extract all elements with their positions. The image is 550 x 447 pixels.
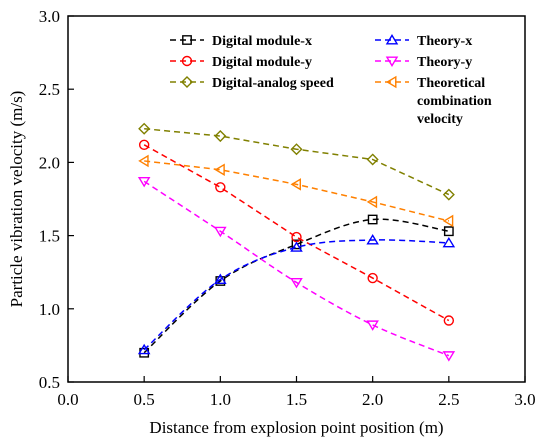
data-point [443, 315, 455, 326]
legend-label: Theoretical [417, 76, 485, 91]
data-point [367, 214, 378, 225]
x-tick-label: 2.5 [438, 390, 459, 409]
series-layer [137, 122, 456, 362]
data-point [442, 351, 456, 362]
x-axis-title: Distance from explosion point position (… [149, 418, 443, 437]
legend-marker [385, 56, 399, 67]
legend-marker [180, 75, 194, 89]
data-point [442, 236, 456, 248]
y-axis-title-group: Particle vibration velocity (m/s) [7, 91, 26, 308]
plot-frame [67, 15, 526, 383]
legend-entry: Theoretical combination velocity [375, 75, 492, 127]
legend-label: velocity [417, 112, 463, 127]
legend-label: combination [417, 94, 492, 109]
series-line [143, 218, 449, 354]
series-line [143, 180, 450, 357]
data-point [366, 234, 379, 245]
legend-entry: Theory-x [375, 34, 472, 49]
y-tick-label: 2.5 [39, 80, 60, 99]
x-tick-label: 1.0 [210, 390, 231, 409]
x-tick-label: 3.0 [514, 390, 535, 409]
data-point [290, 241, 303, 252]
legend-marker [386, 75, 397, 89]
y-tick-label: 2.0 [39, 153, 60, 172]
data-point [443, 226, 454, 237]
series-digital-analog-speed [138, 122, 455, 201]
series-line [144, 160, 450, 222]
data-point [366, 320, 379, 331]
legend-label: Digital-analog speed [212, 76, 334, 91]
legend-entry: Digital-analog speed [170, 75, 334, 91]
series-theory-x [137, 234, 456, 355]
series-digital-module-y [138, 139, 455, 326]
legend-entry: Digital module-x [170, 34, 312, 49]
series-theoretical-combination-velocity [138, 154, 454, 228]
legend-marker [181, 55, 193, 67]
data-point [290, 178, 301, 191]
legend-entry: Theory-y [375, 55, 472, 70]
legend-label: Theory-y [417, 55, 472, 70]
axis-ticks: 0.0 0.5 1.0 1.5 2.0 2.5 3.00.51.01.52.02.53.0 [39, 7, 536, 409]
data-point [290, 143, 303, 156]
x-tick-label: 1.5 [286, 390, 307, 409]
data-point [366, 195, 378, 209]
data-point [138, 122, 151, 135]
series-line [144, 127, 450, 196]
data-point [214, 163, 225, 176]
data-point [138, 139, 150, 151]
data-point [214, 130, 227, 143]
legend-entry: Digital module-y [170, 55, 312, 70]
legend-marker [385, 34, 399, 45]
data-point [137, 343, 151, 355]
data-point [442, 188, 455, 201]
data-point [366, 153, 379, 166]
legend-label: Digital module-y [212, 55, 312, 70]
series-line [143, 239, 449, 351]
x-tick-label: 0.0 [57, 390, 78, 409]
y-tick-label: 1.0 [39, 300, 60, 319]
y-tick-label: 3.0 [39, 7, 60, 26]
series-line [143, 144, 450, 322]
legend-label: Theory-x [417, 34, 472, 49]
y-tick-label: 1.5 [39, 227, 60, 246]
series-theory-y [137, 176, 456, 362]
data-point [214, 273, 227, 284]
x-tick-label: 2.0 [362, 390, 383, 409]
data-point [138, 154, 149, 168]
data-point [367, 272, 378, 284]
data-point [290, 277, 303, 289]
y-tick-label: 0.5 [39, 373, 60, 392]
data-point [214, 226, 227, 238]
y-axis-title: Particle vibration velocity (m/s) [7, 91, 26, 308]
data-point [215, 182, 226, 193]
data-point [137, 176, 151, 188]
data-point [442, 214, 454, 228]
legend-marker [182, 35, 192, 45]
x-tick-label: 0.5 [134, 390, 155, 409]
legend-label: Digital module-x [212, 34, 312, 49]
legend: Digital module-x Digital module-y Digital-… [170, 34, 492, 127]
